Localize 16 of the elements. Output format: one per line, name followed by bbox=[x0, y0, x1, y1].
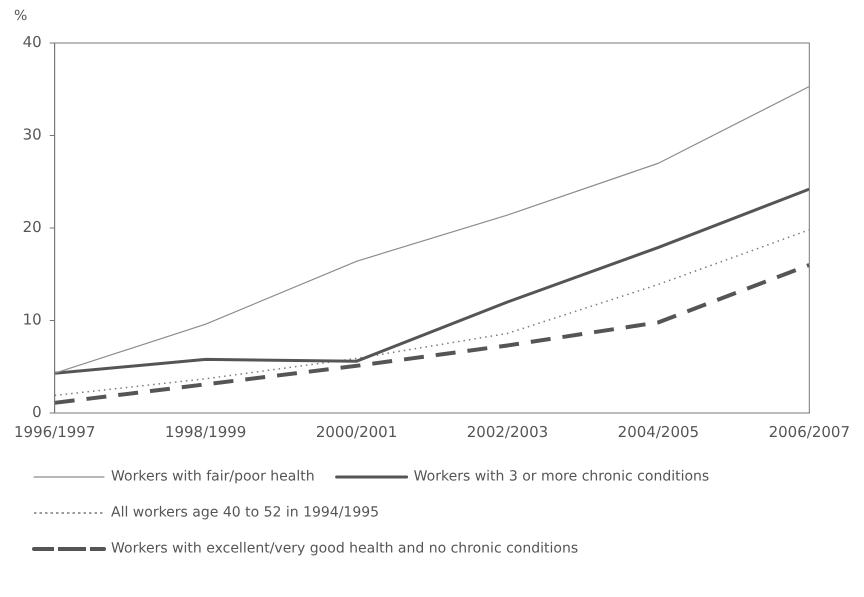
y-tick-label: 0 bbox=[32, 402, 42, 421]
y-tick-label: 40 bbox=[22, 32, 42, 51]
y-axis-title: % bbox=[13, 8, 28, 26]
legend-label: Workers with 3 or more chronic conditions bbox=[414, 468, 710, 485]
y-tick-label: 10 bbox=[22, 310, 42, 328]
x-tick-label: 2000/2001 bbox=[316, 422, 398, 441]
x-tick-label: 1998/1999 bbox=[164, 422, 246, 441]
legend-label: Workers with fair/poor health bbox=[111, 468, 315, 485]
legend-label: Workers with excellent/very good health and no chronic conditions bbox=[111, 540, 578, 557]
legend-label: All workers age 40 to 52 in 1994/1995 bbox=[111, 504, 380, 521]
x-tick-label: 2006/2007 bbox=[768, 422, 850, 441]
x-tick-label: 2002/2003 bbox=[466, 422, 548, 441]
x-tick-label: 2004/2005 bbox=[618, 422, 700, 441]
x-tick-label: 1996/1997 bbox=[14, 422, 96, 441]
y-tick-label: 30 bbox=[22, 125, 42, 144]
y-tick-label: 20 bbox=[22, 218, 42, 236]
